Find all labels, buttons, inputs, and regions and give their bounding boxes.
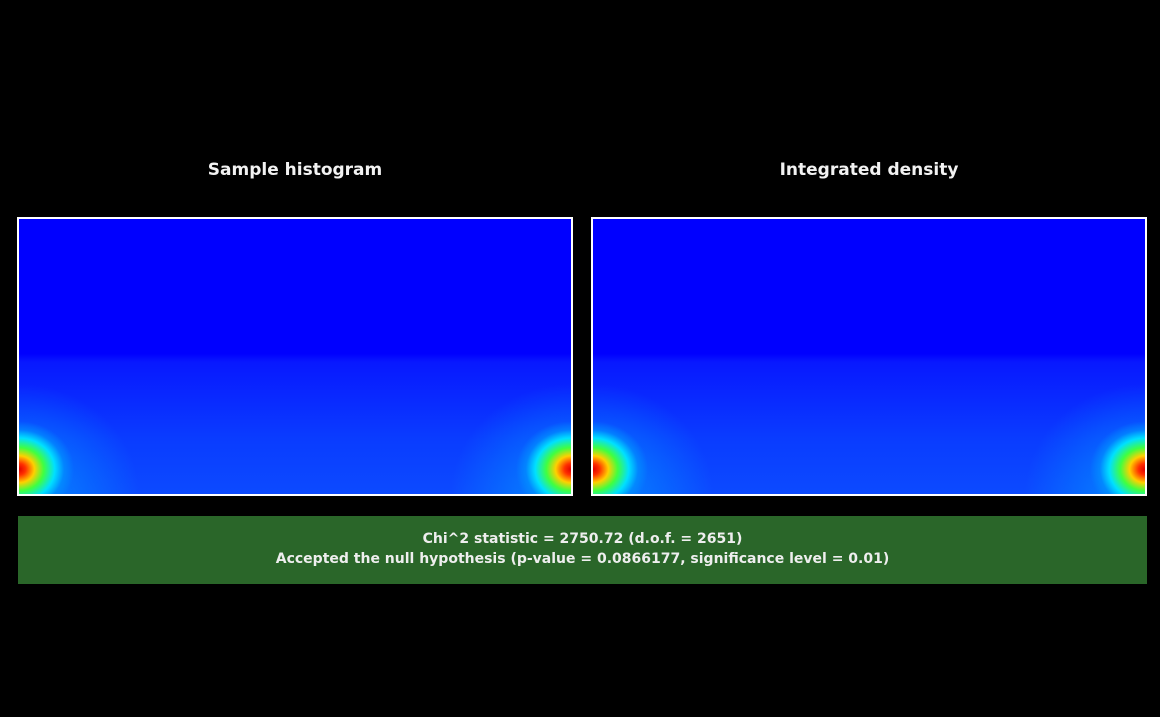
heatmap <box>591 217 1147 496</box>
heatmap <box>17 217 573 496</box>
result-line: Accepted the null hypothesis (p-value = … <box>275 551 890 567</box>
panel-title: Sample histogram <box>207 160 383 180</box>
result-box: Chi^2 statistic = 2750.72 (d.o.f. = 2651… <box>18 516 1147 584</box>
panel-title: Integrated density <box>779 160 959 180</box>
result-line: Chi^2 statistic = 2750.72 (d.o.f. = 2651… <box>422 531 743 547</box>
